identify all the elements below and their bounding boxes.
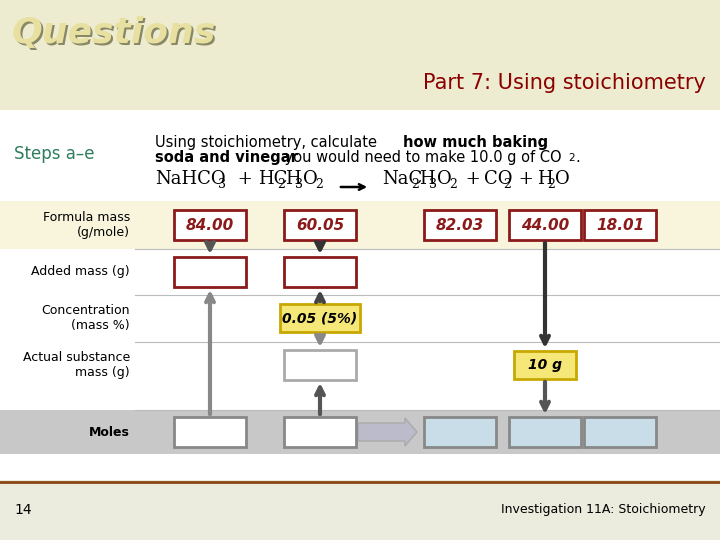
Text: NaC: NaC: [382, 170, 422, 188]
Bar: [584, 417, 656, 447]
Text: 18.01: 18.01: [596, 218, 644, 233]
Text: how much baking: how much baking: [403, 135, 548, 150]
Bar: [0, 410, 720, 454]
Bar: [174, 257, 246, 287]
Text: 2: 2: [277, 178, 285, 191]
Bar: [584, 210, 656, 240]
Text: 0.05 (5%): 0.05 (5%): [282, 311, 358, 325]
Bar: [514, 351, 576, 379]
Text: +: +: [513, 170, 539, 188]
Text: Actual substance
mass (g): Actual substance mass (g): [23, 351, 130, 379]
Text: O: O: [555, 170, 570, 188]
Text: Part 7: Using stoichiometry: Part 7: Using stoichiometry: [423, 73, 706, 93]
Text: O: O: [437, 170, 451, 188]
Bar: [284, 257, 356, 287]
Bar: [284, 350, 356, 380]
Text: Concentration
(mass %): Concentration (mass %): [42, 304, 130, 332]
Text: +: +: [460, 170, 487, 188]
Text: H: H: [419, 170, 435, 188]
Bar: [0, 110, 720, 480]
Text: NaHCO: NaHCO: [155, 170, 225, 188]
Text: Investigation 11A: Stoichiometry: Investigation 11A: Stoichiometry: [501, 503, 706, 516]
Text: Formula mass
(g/mole): Formula mass (g/mole): [42, 211, 130, 239]
Bar: [509, 417, 581, 447]
Bar: [0, 480, 720, 540]
Bar: [424, 417, 496, 447]
Text: 2: 2: [547, 178, 555, 191]
Text: Using stoichiometry, calculate: Using stoichiometry, calculate: [155, 135, 382, 150]
Text: 3: 3: [429, 178, 437, 191]
Text: HC: HC: [258, 170, 287, 188]
Text: H: H: [285, 170, 301, 188]
Text: H: H: [537, 170, 553, 188]
Text: CO: CO: [484, 170, 513, 188]
Text: 10 g: 10 g: [528, 358, 562, 372]
Text: 2: 2: [315, 178, 323, 191]
Bar: [0, 0, 720, 110]
Text: Added mass (g): Added mass (g): [32, 266, 130, 279]
Bar: [174, 210, 246, 240]
Text: 2: 2: [449, 178, 457, 191]
Text: 2: 2: [411, 178, 419, 191]
Text: Questions: Questions: [12, 16, 216, 50]
Bar: [424, 210, 496, 240]
Bar: [280, 304, 360, 332]
Text: 82.03: 82.03: [436, 218, 484, 233]
Text: +: +: [232, 170, 258, 188]
Text: 14: 14: [14, 503, 32, 517]
FancyArrow shape: [358, 418, 417, 446]
Bar: [0, 201, 720, 249]
Bar: [174, 417, 246, 447]
Text: O: O: [303, 170, 318, 188]
Text: 3: 3: [295, 178, 303, 191]
Text: 60.05: 60.05: [296, 218, 344, 233]
Text: Moles: Moles: [89, 426, 130, 438]
Text: 84.00: 84.00: [186, 218, 234, 233]
Text: Questions: Questions: [14, 18, 218, 52]
Text: soda and vinegar: soda and vinegar: [155, 150, 298, 165]
Text: Steps a–e: Steps a–e: [14, 145, 94, 163]
Text: 44.00: 44.00: [521, 218, 569, 233]
Text: 3: 3: [218, 178, 226, 191]
Text: 2: 2: [503, 178, 511, 191]
Bar: [509, 210, 581, 240]
Bar: [284, 210, 356, 240]
Text: .: .: [575, 150, 580, 165]
Text: 2: 2: [568, 153, 575, 163]
Bar: [284, 417, 356, 447]
Text: you would need to make 10.0 g of CO: you would need to make 10.0 g of CO: [280, 150, 562, 165]
